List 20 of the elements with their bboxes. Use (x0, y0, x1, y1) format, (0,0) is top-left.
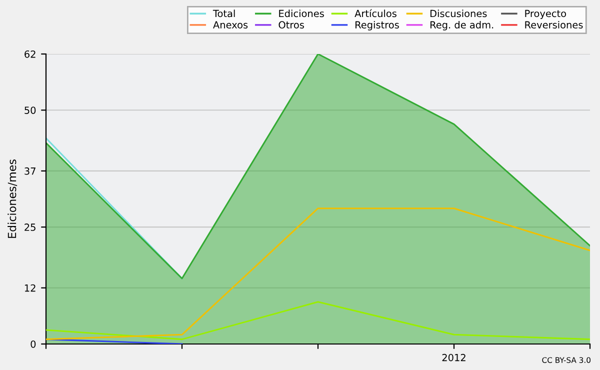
legend-label: Proyecto (525, 10, 566, 20)
x-tick-label: 2012 (442, 354, 466, 362)
legend-label: Anexos (213, 21, 248, 29)
y-axis-title: Ediciones/mes (8, 160, 18, 238)
legend-label: Ediciones (279, 10, 324, 18)
y-tick-label: 62 (24, 50, 36, 58)
legend-label: Artículos (354, 9, 396, 18)
y-tick-label: 12 (24, 284, 36, 292)
y-tick-label: 25 (24, 224, 36, 231)
line-series (46, 301, 590, 340)
legend-label: Otros (278, 21, 304, 29)
legend-label: Discusiones (430, 10, 487, 18)
legend-label: Reversiones (525, 20, 583, 29)
legend-label: Registros (356, 20, 399, 30)
y-tick-label: 50 (24, 106, 36, 114)
y-tick-label: 0 (30, 340, 36, 348)
line-series (46, 208, 590, 340)
y-tick-label: 37 (24, 167, 36, 175)
legend-label: Total (212, 10, 235, 18)
legend-label: Reg. de adm. (430, 20, 494, 30)
